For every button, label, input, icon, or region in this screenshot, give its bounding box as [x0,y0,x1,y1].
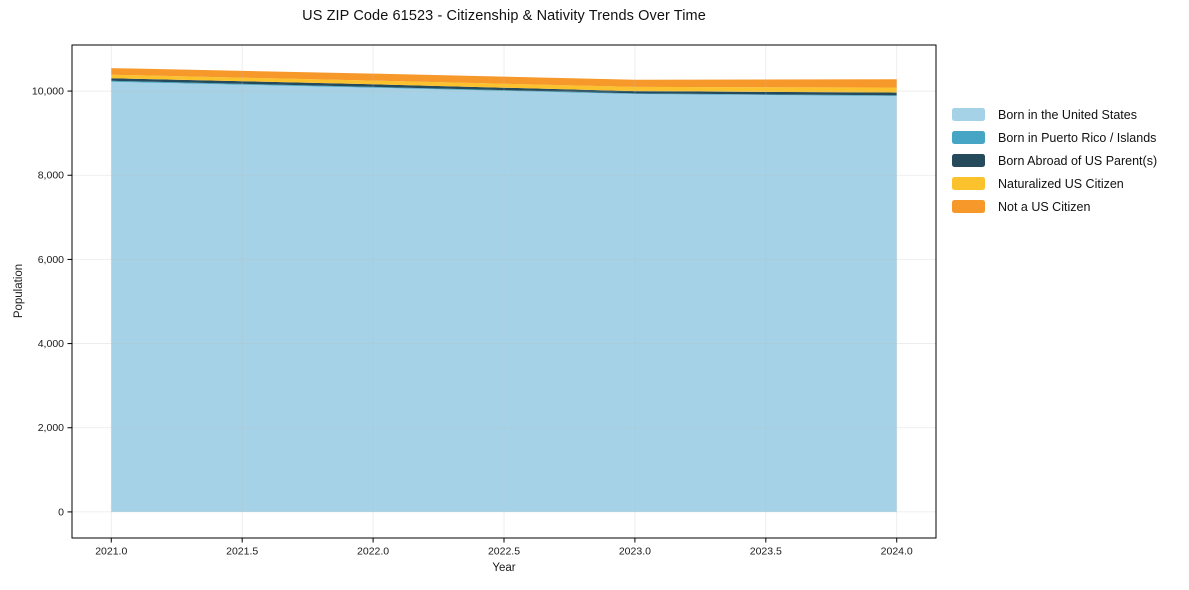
legend-label: Born in Puerto Rico / Islands [998,130,1157,145]
y-tick-label: 2,000 [38,422,64,434]
chart-title: US ZIP Code 61523 - Citizenship & Nativi… [302,8,706,24]
legend-swatch-icon [952,177,985,190]
legend-swatch-icon [952,200,985,213]
legend-label: Naturalized US Citizen [998,176,1124,191]
legend-swatch-icon [952,154,985,167]
legend: Born in the United States Born in Puerto … [952,103,1157,218]
x-axis-label: Year [492,562,516,574]
legend-label: Born Abroad of US Parent(s) [998,153,1158,168]
y-tick-label: 4,000 [38,338,64,350]
x-tick-label: 2022.0 [357,546,389,558]
x-tick-label: 2024.0 [881,546,913,558]
area-series-0 [111,81,897,512]
x-tick-label: 2022.5 [488,546,520,558]
area-series-4 [111,68,897,88]
legend-item: Born in Puerto Rico / Islands [952,126,1157,149]
x-tick-label: 2023.5 [750,546,782,558]
x-tick-label: 2023.0 [619,546,651,558]
legend-label: Not a US Citizen [998,199,1091,214]
legend-item: Born Abroad of US Parent(s) [952,149,1157,172]
y-tick-label: 0 [58,506,64,518]
y-tick-label: 8,000 [38,170,64,182]
area-series-3 [111,74,897,93]
x-tick-label: 2021.5 [226,546,258,558]
area-series-2 [111,78,897,96]
legend-swatch-icon [952,108,985,121]
x-tick-label: 2021.0 [95,546,127,558]
legend-item: Born in the United States [952,103,1157,126]
legend-item: Naturalized US Citizen [952,172,1157,195]
legend-label: Born in the United States [998,107,1137,122]
legend-item: Not a US Citizen [952,195,1157,218]
legend-swatch-icon [952,131,985,144]
y-tick-label: 10,000 [32,86,64,98]
y-tick-label: 6,000 [38,254,64,266]
